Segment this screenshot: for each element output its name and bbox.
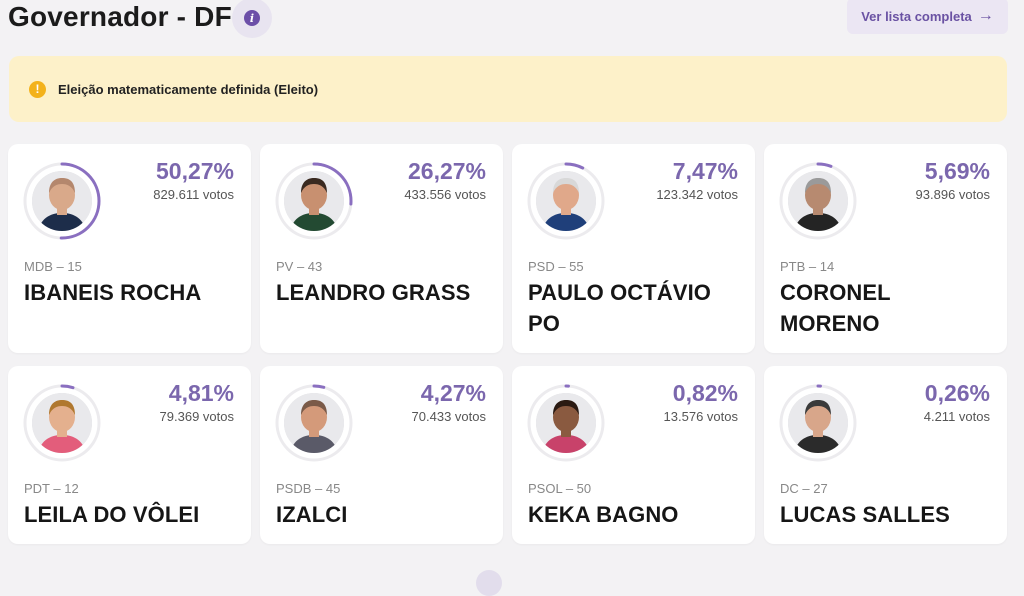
header: Governador - DF i Ver lista completa → [0, 0, 1024, 44]
vote-share-ring [23, 162, 101, 240]
vote-share-ring [23, 384, 101, 462]
vote-count: 4.211 votos [923, 409, 990, 424]
party-number: DC – 27 [780, 481, 828, 496]
status-alert: ! Eleição matematicamente definida (Elei… [9, 56, 1007, 122]
warning-icon: ! [29, 80, 46, 98]
info-icon: i [244, 10, 260, 26]
candidate-name: PAULO OCTÁVIO PO [528, 277, 743, 339]
vote-share-ring [779, 384, 857, 462]
candidate-name-line: PO [528, 311, 560, 336]
vote-share-ring [527, 162, 605, 240]
status-alert-text: Eleição matematicamente definida (Eleito… [58, 81, 319, 97]
vote-percentage: 5,69% [924, 158, 990, 184]
candidate-photo [536, 171, 596, 231]
candidate-photo [32, 393, 92, 453]
candidate-photo [788, 393, 848, 453]
candidate-name: LEANDRO GRASS [276, 277, 491, 308]
candidate-photo [32, 171, 92, 231]
candidate-name-line: LEILA DO VÔLEI [24, 502, 200, 527]
candidate-name: LEILA DO VÔLEI [24, 499, 239, 530]
ring-progress [527, 162, 605, 240]
vote-share-ring [779, 162, 857, 240]
ring-progress [23, 384, 101, 462]
vote-percentage: 26,27% [407, 158, 486, 184]
vote-percentage: 4,81% [168, 380, 234, 406]
page-title: Governador - DF [8, 1, 232, 32]
ring-progress [275, 384, 353, 462]
vote-count: 13.576 votos [663, 409, 738, 424]
party-number: PDT – 12 [24, 481, 79, 496]
ring-progress [527, 384, 605, 462]
party-number: PV – 43 [276, 259, 323, 274]
vote-share-ring [527, 384, 605, 462]
arrow-right-icon: → [977, 7, 994, 24]
party-number: PTB – 14 [780, 259, 835, 274]
vote-share-ring [275, 384, 353, 462]
candidate-name-line: LEANDRO GRASS [276, 280, 471, 305]
vote-percentage: 50,27% [155, 158, 234, 184]
ring-progress [779, 162, 857, 240]
candidate-name-line: LUCAS SALLES [780, 502, 950, 527]
candidate-card[interactable]: 0,82% 13.576 votos PSOL – 50 KEKA BAGNO [512, 366, 755, 544]
candidate-name-line: CORONEL [780, 280, 891, 305]
candidate-name-line: PAULO OCTÁVIO [528, 280, 712, 305]
candidate-name: IBANEIS ROCHA [24, 277, 239, 308]
vote-percentage: 7,47% [672, 158, 738, 184]
candidate-name: LUCAS SALLES [780, 499, 995, 530]
ring-progress [275, 162, 353, 240]
vote-percentage: 4,27% [420, 380, 486, 406]
vote-count: 70.433 votos [411, 409, 486, 424]
vote-percentage: 0,26% [924, 380, 990, 406]
vote-count: 93.896 votos [915, 187, 990, 202]
candidate-card[interactable]: 4,81% 79.369 votos PDT – 12 LEILA DO VÔLEI [8, 366, 251, 544]
candidate-name-line: MORENO [780, 311, 880, 336]
vote-count: 79.369 votos [159, 409, 234, 424]
candidate-photo [536, 393, 596, 453]
candidate-name: CORONEL MORENO [780, 277, 995, 339]
candidate-photo [788, 171, 848, 231]
vote-percentage: 0,82% [672, 380, 738, 406]
view-full-list-label: Ver lista completa [861, 8, 972, 24]
party-number: PSDB – 45 [276, 481, 341, 496]
candidate-name-line: IBANEIS ROCHA [24, 280, 202, 305]
candidate-card[interactable]: 0,26% 4.211 votos DC – 27 LUCAS SALLES [764, 366, 1007, 544]
candidate-photo [284, 393, 344, 453]
vote-count: 829.611 votos [153, 187, 234, 202]
vote-count: 433.556 votos [404, 187, 486, 202]
candidate-name-line: IZALCI [276, 502, 348, 527]
candidate-card[interactable]: 4,27% 70.433 votos PSDB – 45 IZALCI [260, 366, 503, 544]
candidate-name: KEKA BAGNO [528, 499, 743, 530]
candidate-card[interactable]: 26,27% 433.556 votos PV – 43 LEANDRO GRASS [260, 144, 503, 353]
info-button[interactable]: i [232, 0, 272, 38]
candidate-name: IZALCI [276, 499, 491, 530]
party-number: MDB – 15 [24, 259, 82, 274]
vote-share-ring [275, 162, 353, 240]
view-full-list-button[interactable]: Ver lista completa → [847, 0, 1008, 34]
candidate-card[interactable]: 50,27% 829.611 votos MDB – 15 IBANEIS ROCHA [8, 144, 251, 353]
party-number: PSD – 55 [528, 259, 584, 274]
scroll-indicator[interactable] [476, 570, 502, 596]
candidate-photo [284, 171, 344, 231]
party-number: PSOL – 50 [528, 481, 592, 496]
candidate-card[interactable]: 7,47% 123.342 votos PSD – 55 PAULO OCTÁVIO P… [512, 144, 755, 353]
candidate-name-line: KEKA BAGNO [528, 502, 679, 527]
vote-count: 123.342 votos [656, 187, 738, 202]
ring-progress [23, 162, 101, 240]
ring-progress [779, 384, 857, 462]
candidate-card[interactable]: 5,69% 93.896 votos PTB – 14 CORONEL MORENO [764, 144, 1007, 353]
